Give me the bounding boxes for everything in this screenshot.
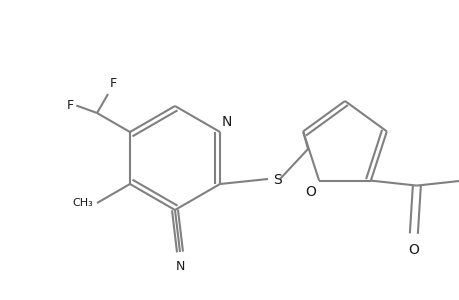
Text: N: N [222, 115, 232, 129]
Text: O: O [408, 243, 419, 256]
Text: F: F [110, 77, 117, 90]
Text: S: S [273, 173, 281, 187]
Text: N: N [175, 260, 184, 273]
Text: F: F [66, 99, 73, 112]
Text: CH₃: CH₃ [72, 198, 93, 208]
Text: O: O [305, 184, 315, 199]
